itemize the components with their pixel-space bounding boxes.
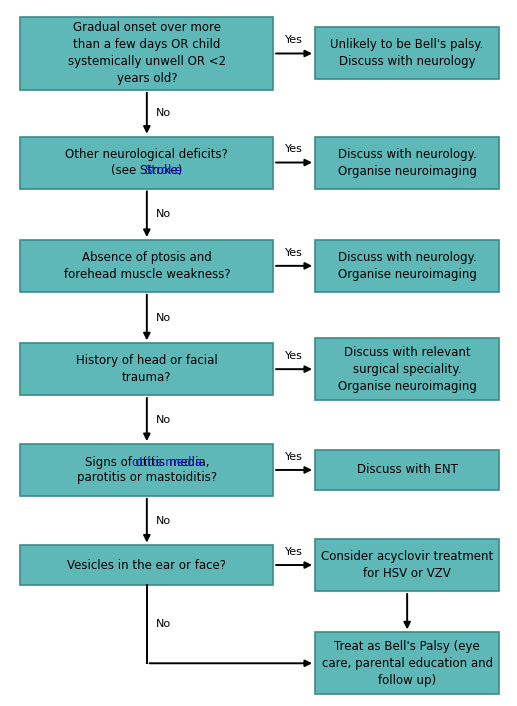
Text: No: No	[156, 414, 171, 424]
Text: Signs of otitis media,
parotitis or mastoiditis?: Signs of otitis media, parotitis or mast…	[77, 455, 217, 485]
FancyBboxPatch shape	[315, 539, 499, 591]
Text: Unlikely to be Bell's palsy.
Discuss with neurology: Unlikely to be Bell's palsy. Discuss wit…	[330, 39, 484, 68]
FancyBboxPatch shape	[21, 444, 273, 496]
Text: parotitis or mastoiditis?: parotitis or mastoiditis?	[77, 472, 217, 484]
FancyBboxPatch shape	[315, 450, 499, 489]
FancyBboxPatch shape	[21, 343, 273, 395]
FancyBboxPatch shape	[315, 136, 499, 189]
Text: No: No	[156, 209, 171, 219]
Text: (see Stroke): (see Stroke)	[111, 164, 183, 177]
FancyBboxPatch shape	[22, 446, 271, 494]
Text: Stroke: Stroke	[145, 164, 183, 177]
Text: Yes: Yes	[285, 546, 303, 557]
Text: Treat as Bell's Palsy (eye
care, parental education and
follow up): Treat as Bell's Palsy (eye care, parenta…	[322, 640, 493, 687]
Text: Signs of otitis media,: Signs of otitis media,	[85, 455, 209, 469]
Text: History of head or facial
trauma?: History of head or facial trauma?	[76, 354, 218, 384]
FancyBboxPatch shape	[21, 240, 273, 292]
Text: Discuss with relevant
surgical speciality.
Organise neuroimaging: Discuss with relevant surgical specialit…	[338, 346, 477, 393]
Text: No: No	[156, 515, 171, 526]
Text: Yes: Yes	[285, 35, 303, 45]
Text: otitis media: otitis media	[132, 455, 202, 469]
FancyBboxPatch shape	[315, 28, 499, 80]
FancyBboxPatch shape	[315, 338, 499, 400]
Text: Discuss with neurology.
Organise neuroimaging: Discuss with neurology. Organise neuroim…	[338, 148, 477, 177]
Text: Absence of ptosis and
forehead muscle weakness?: Absence of ptosis and forehead muscle we…	[64, 251, 230, 281]
FancyBboxPatch shape	[21, 17, 273, 90]
FancyBboxPatch shape	[315, 240, 499, 292]
Text: Yes: Yes	[285, 351, 303, 361]
Text: Discuss with ENT: Discuss with ENT	[357, 463, 458, 477]
FancyBboxPatch shape	[22, 138, 271, 186]
FancyBboxPatch shape	[315, 633, 499, 694]
Text: Yes: Yes	[285, 248, 303, 258]
Text: No: No	[156, 619, 171, 629]
Text: Vesicles in the ear or face?: Vesicles in the ear or face?	[67, 558, 226, 572]
Text: Discuss with neurology.
Organise neuroimaging: Discuss with neurology. Organise neuroim…	[338, 251, 477, 281]
Text: Other neurological deficits?
(see Stroke): Other neurological deficits? (see Stroke…	[65, 148, 229, 177]
Text: No: No	[156, 313, 171, 323]
FancyBboxPatch shape	[21, 545, 273, 585]
Text: Yes: Yes	[285, 144, 303, 155]
Text: Consider acyclovir treatment
for HSV or VZV: Consider acyclovir treatment for HSV or …	[321, 550, 493, 580]
Text: No: No	[156, 108, 171, 118]
FancyBboxPatch shape	[21, 136, 273, 189]
Text: Yes: Yes	[285, 452, 303, 462]
Text: Other neurological deficits?: Other neurological deficits?	[65, 148, 229, 161]
Text: Gradual onset over more
than a few days OR child
systemically unwell OR <2
years: Gradual onset over more than a few days …	[68, 21, 226, 85]
